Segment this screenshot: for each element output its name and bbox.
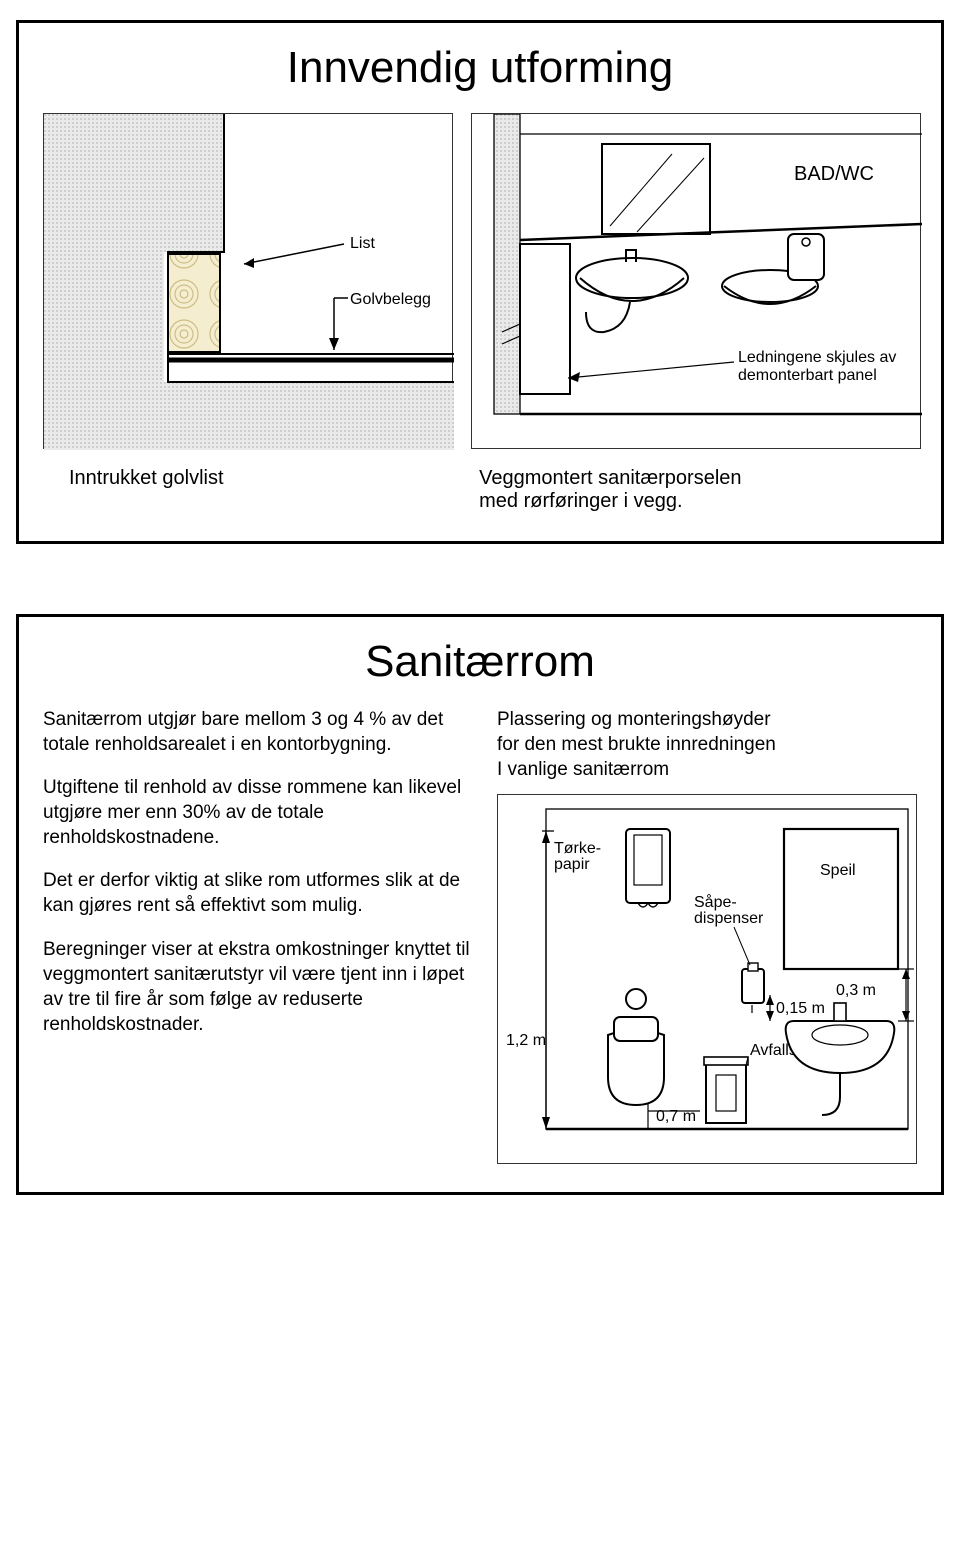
caption-golvlist: Inntrukket golvlist bbox=[43, 467, 451, 513]
panel1-figures-row: List Golvbelegg bbox=[43, 113, 917, 449]
fig2-label-panel-l2: demonterbart panel bbox=[738, 367, 877, 384]
dim-0-7m: 0,7 m bbox=[656, 1108, 696, 1125]
p2-right-l3: I vanlige sanitærrom bbox=[497, 759, 669, 780]
label-torkepapir-l1: Tørke- bbox=[554, 840, 601, 857]
p2-para-0: Sanitærrom utgjør bare mellom 3 og 4 % a… bbox=[43, 707, 473, 757]
figure-sanitaerrom-layout: 1,2 m Tørke- papir Såpe- dispenser bbox=[497, 794, 917, 1164]
fig1-label-list: List bbox=[350, 235, 375, 252]
p2-right-l2: for den mest brukte innredningen bbox=[497, 734, 776, 755]
label-torkepapir-l2: papir bbox=[554, 856, 590, 873]
panel2-right-text: Plassering og monteringshøyder for den m… bbox=[497, 707, 917, 782]
label-speil: Speil bbox=[820, 862, 856, 879]
p2-para-2: Det er derfor viktig at slike rom utform… bbox=[43, 868, 473, 918]
panel1-title: Innvendig utforming bbox=[43, 43, 917, 93]
caption-badwc: Veggmontert sanitærporselen med rørførin… bbox=[469, 467, 917, 513]
dim-1-2m: 1,2 m bbox=[506, 1032, 546, 1049]
fig1-label-golvbelegg: Golvbelegg bbox=[350, 291, 431, 308]
panel2-left-text: Sanitærrom utgjør bare mellom 3 og 4 % a… bbox=[43, 707, 473, 1164]
fig2-label-room: BAD/WC bbox=[794, 163, 874, 185]
caption-badwc-l1: Veggmontert sanitærporselen bbox=[479, 467, 741, 489]
panel2-columns: Sanitærrom utgjør bare mellom 3 og 4 % a… bbox=[43, 707, 917, 1164]
p2-para-3: Beregninger viser at ekstra omkostninger… bbox=[43, 937, 473, 1037]
panel2-title: Sanitærrom bbox=[43, 637, 917, 687]
p2-right-l1: Plassering og monteringshøyder bbox=[497, 709, 771, 730]
dim-0-15m: 0,15 m bbox=[776, 1000, 825, 1017]
label-sapedisp-l1: Såpe- bbox=[694, 893, 737, 911]
fig2-label-panel-l1: Ledningene skjules av bbox=[738, 349, 896, 366]
dim-0-3m: 0,3 m bbox=[836, 982, 876, 999]
label-sapedisp-l2: dispenser bbox=[694, 910, 764, 927]
panel1-captions: Inntrukket golvlist Veggmontert sanitærp… bbox=[43, 467, 917, 513]
figure-golvlist: List Golvbelegg bbox=[43, 113, 453, 449]
p2-para-1: Utgiftene til renhold av disse rommene k… bbox=[43, 775, 473, 850]
panel-innvendig-utforming: Innvendig utforming bbox=[16, 20, 944, 544]
panel-sanitaerrom: Sanitærrom Sanitærrom utgjør bare mellom… bbox=[16, 614, 944, 1195]
figure-badwc: BAD/WC Ledningene skjules av demonterbar… bbox=[471, 113, 921, 449]
panel2-right: Plassering og monteringshøyder for den m… bbox=[497, 707, 917, 1164]
caption-badwc-l2: med rørføringer i vegg. bbox=[479, 490, 682, 512]
